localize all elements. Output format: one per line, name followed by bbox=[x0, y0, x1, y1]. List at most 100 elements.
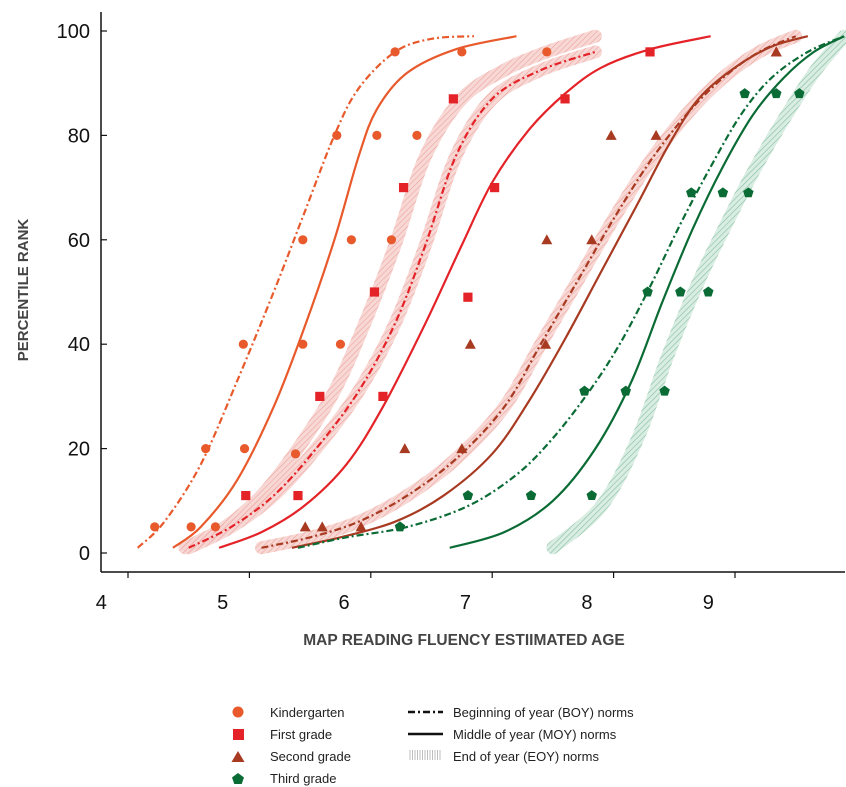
y-tick-label: 100 bbox=[57, 21, 90, 43]
kindergarten-boy-point bbox=[150, 522, 160, 532]
y-tick-label: 80 bbox=[68, 125, 90, 147]
third-grade-moy-point bbox=[675, 286, 686, 297]
y-axis-ticks: 0 20 40 60 80 100 bbox=[57, 21, 107, 565]
first-grade-eoy-line-band bbox=[182, 45, 602, 555]
first-grade-boy-point bbox=[369, 287, 380, 297]
x-tick-label: 5 bbox=[217, 592, 228, 614]
kindergarten-eoy-point bbox=[290, 449, 301, 459]
third-grade-eoy-point bbox=[703, 286, 714, 297]
kindergarten-eoy-line-band bbox=[178, 29, 602, 555]
pentagon-marker-icon bbox=[232, 773, 244, 784]
second-grade-moy-point bbox=[770, 46, 782, 57]
kindergarten-moy-line bbox=[172, 35, 517, 549]
hatch-lines-icon bbox=[409, 750, 441, 760]
first-grade-moy-point bbox=[378, 391, 388, 401]
first-grade-moy-point bbox=[560, 94, 570, 104]
y-tick-label: 0 bbox=[79, 543, 90, 565]
legend-label-second-grade: Second grade bbox=[270, 749, 351, 764]
kindergarten-moy-point bbox=[346, 235, 356, 245]
legend-label-kindergarten: Kindergarten bbox=[270, 705, 344, 720]
third-grade-boy-point bbox=[462, 490, 474, 501]
x-tick-label: 8 bbox=[581, 592, 592, 614]
third-grade-moy-point bbox=[525, 490, 537, 501]
legend-item-second-grade: Second grade bbox=[231, 749, 351, 764]
second-grade-boy-point bbox=[399, 443, 411, 454]
second-grade-boy-point bbox=[541, 234, 553, 245]
first-grade-boy-point bbox=[448, 94, 458, 104]
third-grade-moy-point bbox=[620, 385, 631, 396]
kindergarten-eoy-point bbox=[412, 130, 422, 140]
third-grade-boy-point bbox=[771, 88, 782, 99]
x-tick-label: 9 bbox=[703, 592, 714, 614]
legend-item-third-grade: Third grade bbox=[232, 771, 336, 786]
norm-lines bbox=[136, 35, 845, 549]
circle-marker-icon bbox=[232, 706, 244, 718]
eoy-norm-bands bbox=[178, 29, 846, 555]
legend-item-first-grade: First grade bbox=[233, 727, 332, 742]
data-points bbox=[150, 46, 805, 532]
first-grade-boy-point bbox=[398, 183, 409, 193]
legend-label-first-grade: First grade bbox=[270, 727, 332, 742]
kindergarten-boy-point bbox=[298, 235, 308, 245]
kindergarten-boy-point bbox=[201, 444, 211, 454]
first-grade-moy-point bbox=[645, 47, 655, 57]
legend-item-kindergarten: Kindergarten bbox=[232, 705, 344, 720]
legend-item-boy-norms: Beginning of year (BOY) norms bbox=[408, 705, 634, 720]
kindergarten-moy-point bbox=[186, 522, 196, 532]
second-grade-boy-point bbox=[316, 521, 328, 532]
x-tick-label: 7 bbox=[460, 592, 471, 614]
second-grade-moy-point bbox=[540, 338, 552, 349]
x-axis-title: MAP READING FLUENCY ESTIIMATED AGE bbox=[303, 632, 625, 649]
third-grade-moy-line bbox=[449, 35, 845, 549]
second-grade-moy-point bbox=[586, 234, 598, 245]
square-marker-icon bbox=[233, 729, 244, 740]
third-grade-eoy-point bbox=[743, 187, 754, 198]
kindergarten-boy-point bbox=[390, 47, 400, 57]
legend-item-moy-norms: Middle of year (MOY) norms bbox=[408, 727, 617, 742]
second-grade-moy-point bbox=[456, 443, 468, 454]
kindergarten-eoy-point bbox=[335, 339, 346, 349]
y-axis-title: PERCENTILE RANK bbox=[15, 219, 32, 362]
first-grade-moy-point bbox=[490, 183, 500, 193]
legend-label-third-grade: Third grade bbox=[270, 771, 336, 786]
first-grade-boy-point bbox=[241, 490, 251, 501]
third-grade-boy-point bbox=[642, 286, 653, 297]
second-grade-moy-line bbox=[291, 35, 809, 549]
second-grade-moy-point bbox=[299, 521, 311, 532]
first-grade-boy-point bbox=[315, 391, 325, 401]
third-grade-moy-point bbox=[739, 88, 750, 99]
second-grade-boy-point bbox=[464, 338, 476, 349]
third-grade-boy-point bbox=[579, 385, 590, 396]
second-grade-boy-line bbox=[261, 35, 797, 549]
legend-label-moy-norms: Middle of year (MOY) norms bbox=[453, 727, 617, 742]
kindergarten-moy-point bbox=[457, 47, 467, 57]
triangle-marker-icon bbox=[231, 751, 245, 762]
x-tick-label: 6 bbox=[339, 592, 350, 614]
kindergarten-boy-point bbox=[332, 130, 342, 140]
third-grade-eoy-line-band bbox=[546, 29, 846, 555]
x-axis-ticks: 4 5 6 7 8 9 bbox=[96, 572, 736, 614]
kindergarten-eoy-point bbox=[542, 47, 552, 57]
second-grade-moy-point bbox=[650, 129, 662, 140]
kindergarten-boy-line bbox=[136, 35, 475, 549]
third-grade-eoy-point bbox=[794, 88, 805, 99]
kindergarten-moy-point bbox=[239, 444, 250, 454]
legend-label-eoy-norms: End of year (EOY) norms bbox=[453, 749, 599, 764]
first-grade-moy-point bbox=[293, 490, 303, 501]
legend: Kindergarten First grade Second grade Th… bbox=[231, 705, 634, 786]
kindergarten-boy-point bbox=[238, 339, 248, 349]
legend-item-eoy-norms: End of year (EOY) norms bbox=[409, 749, 599, 764]
third-grade-boy-point bbox=[394, 521, 406, 532]
third-grade-eoy-point bbox=[659, 385, 670, 396]
third-grade-boy-line bbox=[297, 35, 845, 549]
y-tick-label: 40 bbox=[68, 334, 90, 356]
y-tick-label: 60 bbox=[68, 230, 90, 252]
third-grade-moy-point bbox=[717, 187, 729, 198]
kindergarten-moy-point bbox=[298, 339, 308, 349]
third-grade-boy-point bbox=[686, 187, 697, 198]
kindergarten-eoy-point bbox=[210, 522, 221, 532]
kindergarten-moy-point bbox=[372, 130, 382, 140]
first-grade-moy-point bbox=[463, 292, 473, 302]
x-tick-label: 4 bbox=[96, 592, 107, 614]
